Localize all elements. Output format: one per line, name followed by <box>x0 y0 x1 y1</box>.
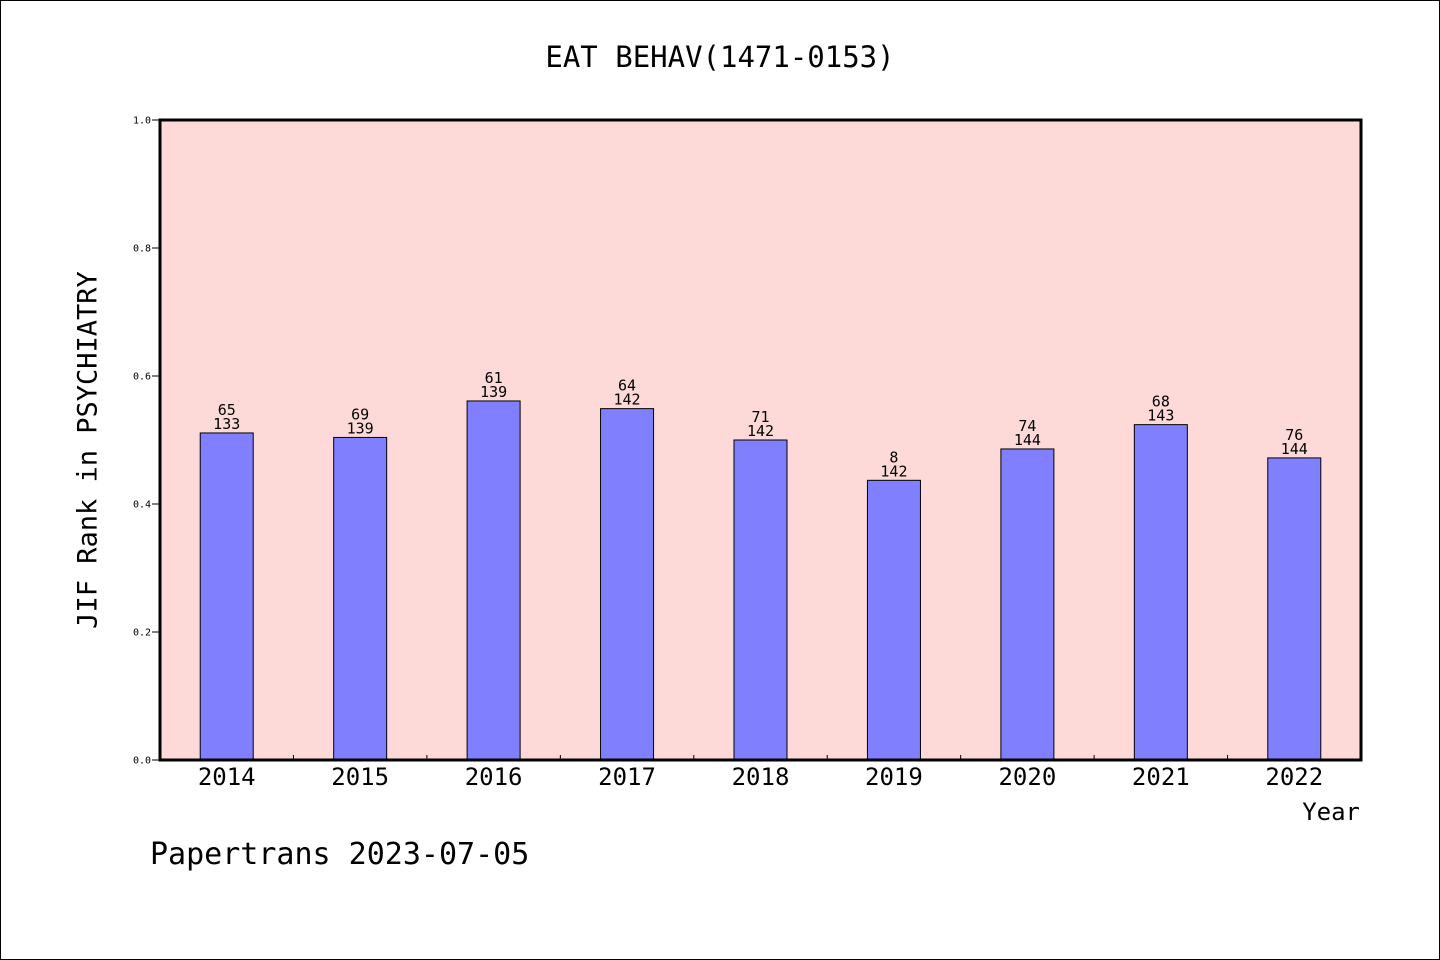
x-tick-label: 2020 <box>998 763 1056 791</box>
bar-rank-label: 71 <box>751 408 769 426</box>
footer-text: Papertrans 2023-07-05 <box>150 837 529 872</box>
x-tick-label: 2014 <box>198 763 256 791</box>
bar-total-label: 144 <box>1014 431 1041 449</box>
chart-title: EAT BEHAV(1471-0153) <box>545 40 894 74</box>
x-tick-label: 2017 <box>598 763 656 791</box>
bar-total-label: 142 <box>747 422 774 440</box>
bar-rank-label: 76 <box>1285 426 1303 444</box>
y-tick-label: 0.4 <box>133 500 151 511</box>
bar-rank-label: 61 <box>485 369 503 387</box>
x-tick-label: 2022 <box>1265 763 1323 791</box>
bar-total-label: 139 <box>347 419 374 437</box>
bar-total-label: 143 <box>1147 407 1174 425</box>
y-tick-label: 1.0 <box>133 116 151 127</box>
bar-rank-label: 64 <box>618 377 636 395</box>
y-axis: 0.0 0.2 0.4 0.6 0.8 1.0 <box>133 116 160 767</box>
x-tick-label: 2021 <box>1132 763 1190 791</box>
y-tick-label: 0.6 <box>133 372 151 383</box>
bar-2019 <box>866 479 921 761</box>
bar-2020 <box>1000 448 1055 761</box>
y-axis-label: JIF Rank in PSYCHIATRY <box>73 271 104 629</box>
bar-group <box>199 400 1322 761</box>
y-tick-label: 0.0 <box>133 756 151 767</box>
x-axis: 2014 2015 2016 2017 2018 2019 2020 2021 2022 <box>198 755 1323 791</box>
bar-2014 <box>199 432 254 761</box>
y-tick-label: 0.8 <box>133 244 151 255</box>
plot-border <box>158 118 1363 762</box>
bar-total-label: 142 <box>614 391 641 409</box>
bar-total-label: 133 <box>213 415 240 433</box>
bar-2017 <box>600 408 655 761</box>
bar-2022 <box>1267 457 1322 761</box>
bar-rank-label: 65 <box>218 401 236 419</box>
bar-label-group: 1336513969139611426414271142814474143681… <box>213 369 1308 480</box>
bar-rank-label: 69 <box>351 405 369 423</box>
bar-2018 <box>733 439 788 761</box>
bar-total-label: 144 <box>1281 440 1308 458</box>
x-tick-label: 2016 <box>465 763 523 791</box>
x-tick-label: 2018 <box>732 763 790 791</box>
x-tick-label: 2015 <box>331 763 389 791</box>
x-axis-label: Year <box>1302 798 1360 826</box>
bar-rank-label: 74 <box>1018 417 1036 435</box>
y-tick-label: 0.2 <box>133 628 151 639</box>
bar-rank-label: 8 <box>889 448 898 466</box>
x-tick-label: 2019 <box>865 763 923 791</box>
bar-total-label: 142 <box>880 462 907 480</box>
bar-2016 <box>466 400 521 761</box>
bar-rank-label: 68 <box>1152 393 1170 411</box>
bar-total-label: 139 <box>480 383 507 401</box>
bar-2021 <box>1133 424 1188 761</box>
bar-2015 <box>333 436 388 761</box>
